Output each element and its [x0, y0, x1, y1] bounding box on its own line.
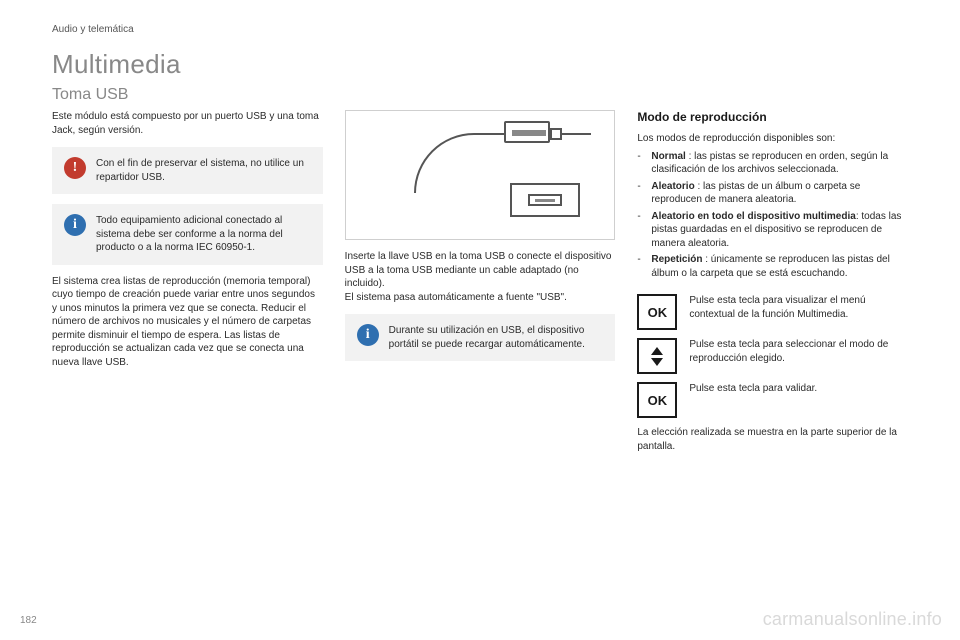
action-row: OK Pulse esta tecla para visualizar el me… — [637, 294, 908, 330]
figure-caption: Inserte la llave USB en la toma USB o co… — [345, 250, 616, 304]
mode-footer: La elección realizada se muestra en la p… — [637, 426, 908, 453]
page-subtitle: Toma USB — [52, 86, 908, 104]
mode-item: Repetición : únicamente se reproducen la… — [637, 253, 908, 280]
info-text-2: Durante su utilización en USB, el dispos… — [389, 324, 604, 351]
info-icon: i — [64, 214, 86, 236]
playlist-explanation: El sistema crea listas de reproducción (… — [52, 275, 323, 370]
ok-button-icon: OK — [637, 382, 677, 418]
action-text: Pulse esta tecla para seleccionar el mod… — [689, 338, 908, 365]
mode-heading: Modo de reproducción — [637, 110, 908, 124]
action-row: OK Pulse esta tecla para validar. — [637, 382, 908, 418]
mode-item: Normal : las pistas se reproducen en ord… — [637, 150, 908, 177]
info-icon: i — [357, 324, 379, 346]
page-title: Multimedia — [52, 49, 908, 80]
mode-lead: Los modos de reproducción disponibles so… — [637, 132, 908, 146]
warning-text: Con el fin de preservar el sistema, no u… — [96, 157, 311, 184]
info-callout-1: i Todo equipamiento adicional conectado … — [52, 204, 323, 265]
usb-port-illustration — [510, 183, 580, 217]
info-callout-2: i Durante su utilización en USB, el disp… — [345, 314, 616, 361]
intro-text: Este módulo está compuesto por un puerto… — [52, 110, 323, 137]
warning-callout: ! Con el fin de preservar el sistema, no… — [52, 147, 323, 194]
watermark: carmanualsonline.info — [763, 609, 942, 630]
page-number: 182 — [20, 615, 37, 626]
mode-list: Normal : las pistas se reproducen en ord… — [637, 150, 908, 281]
action-text: Pulse esta tecla para visualizar el menú… — [689, 294, 908, 321]
mode-item: Aleatorio en todo el dispositivo multime… — [637, 210, 908, 251]
updown-button-icon — [637, 338, 677, 374]
mode-item: Aleatorio : las pistas de un álbum o car… — [637, 180, 908, 207]
action-text: Pulse esta tecla para validar. — [689, 382, 817, 396]
action-row: Pulse esta tecla para seleccionar el mod… — [637, 338, 908, 374]
ok-button-icon: OK — [637, 294, 677, 330]
section-header: Audio y telemática — [52, 24, 908, 35]
usb-figure — [345, 110, 616, 240]
info-text-1: Todo equipamiento adicional conectado al… — [96, 214, 311, 255]
warning-icon: ! — [64, 157, 86, 179]
